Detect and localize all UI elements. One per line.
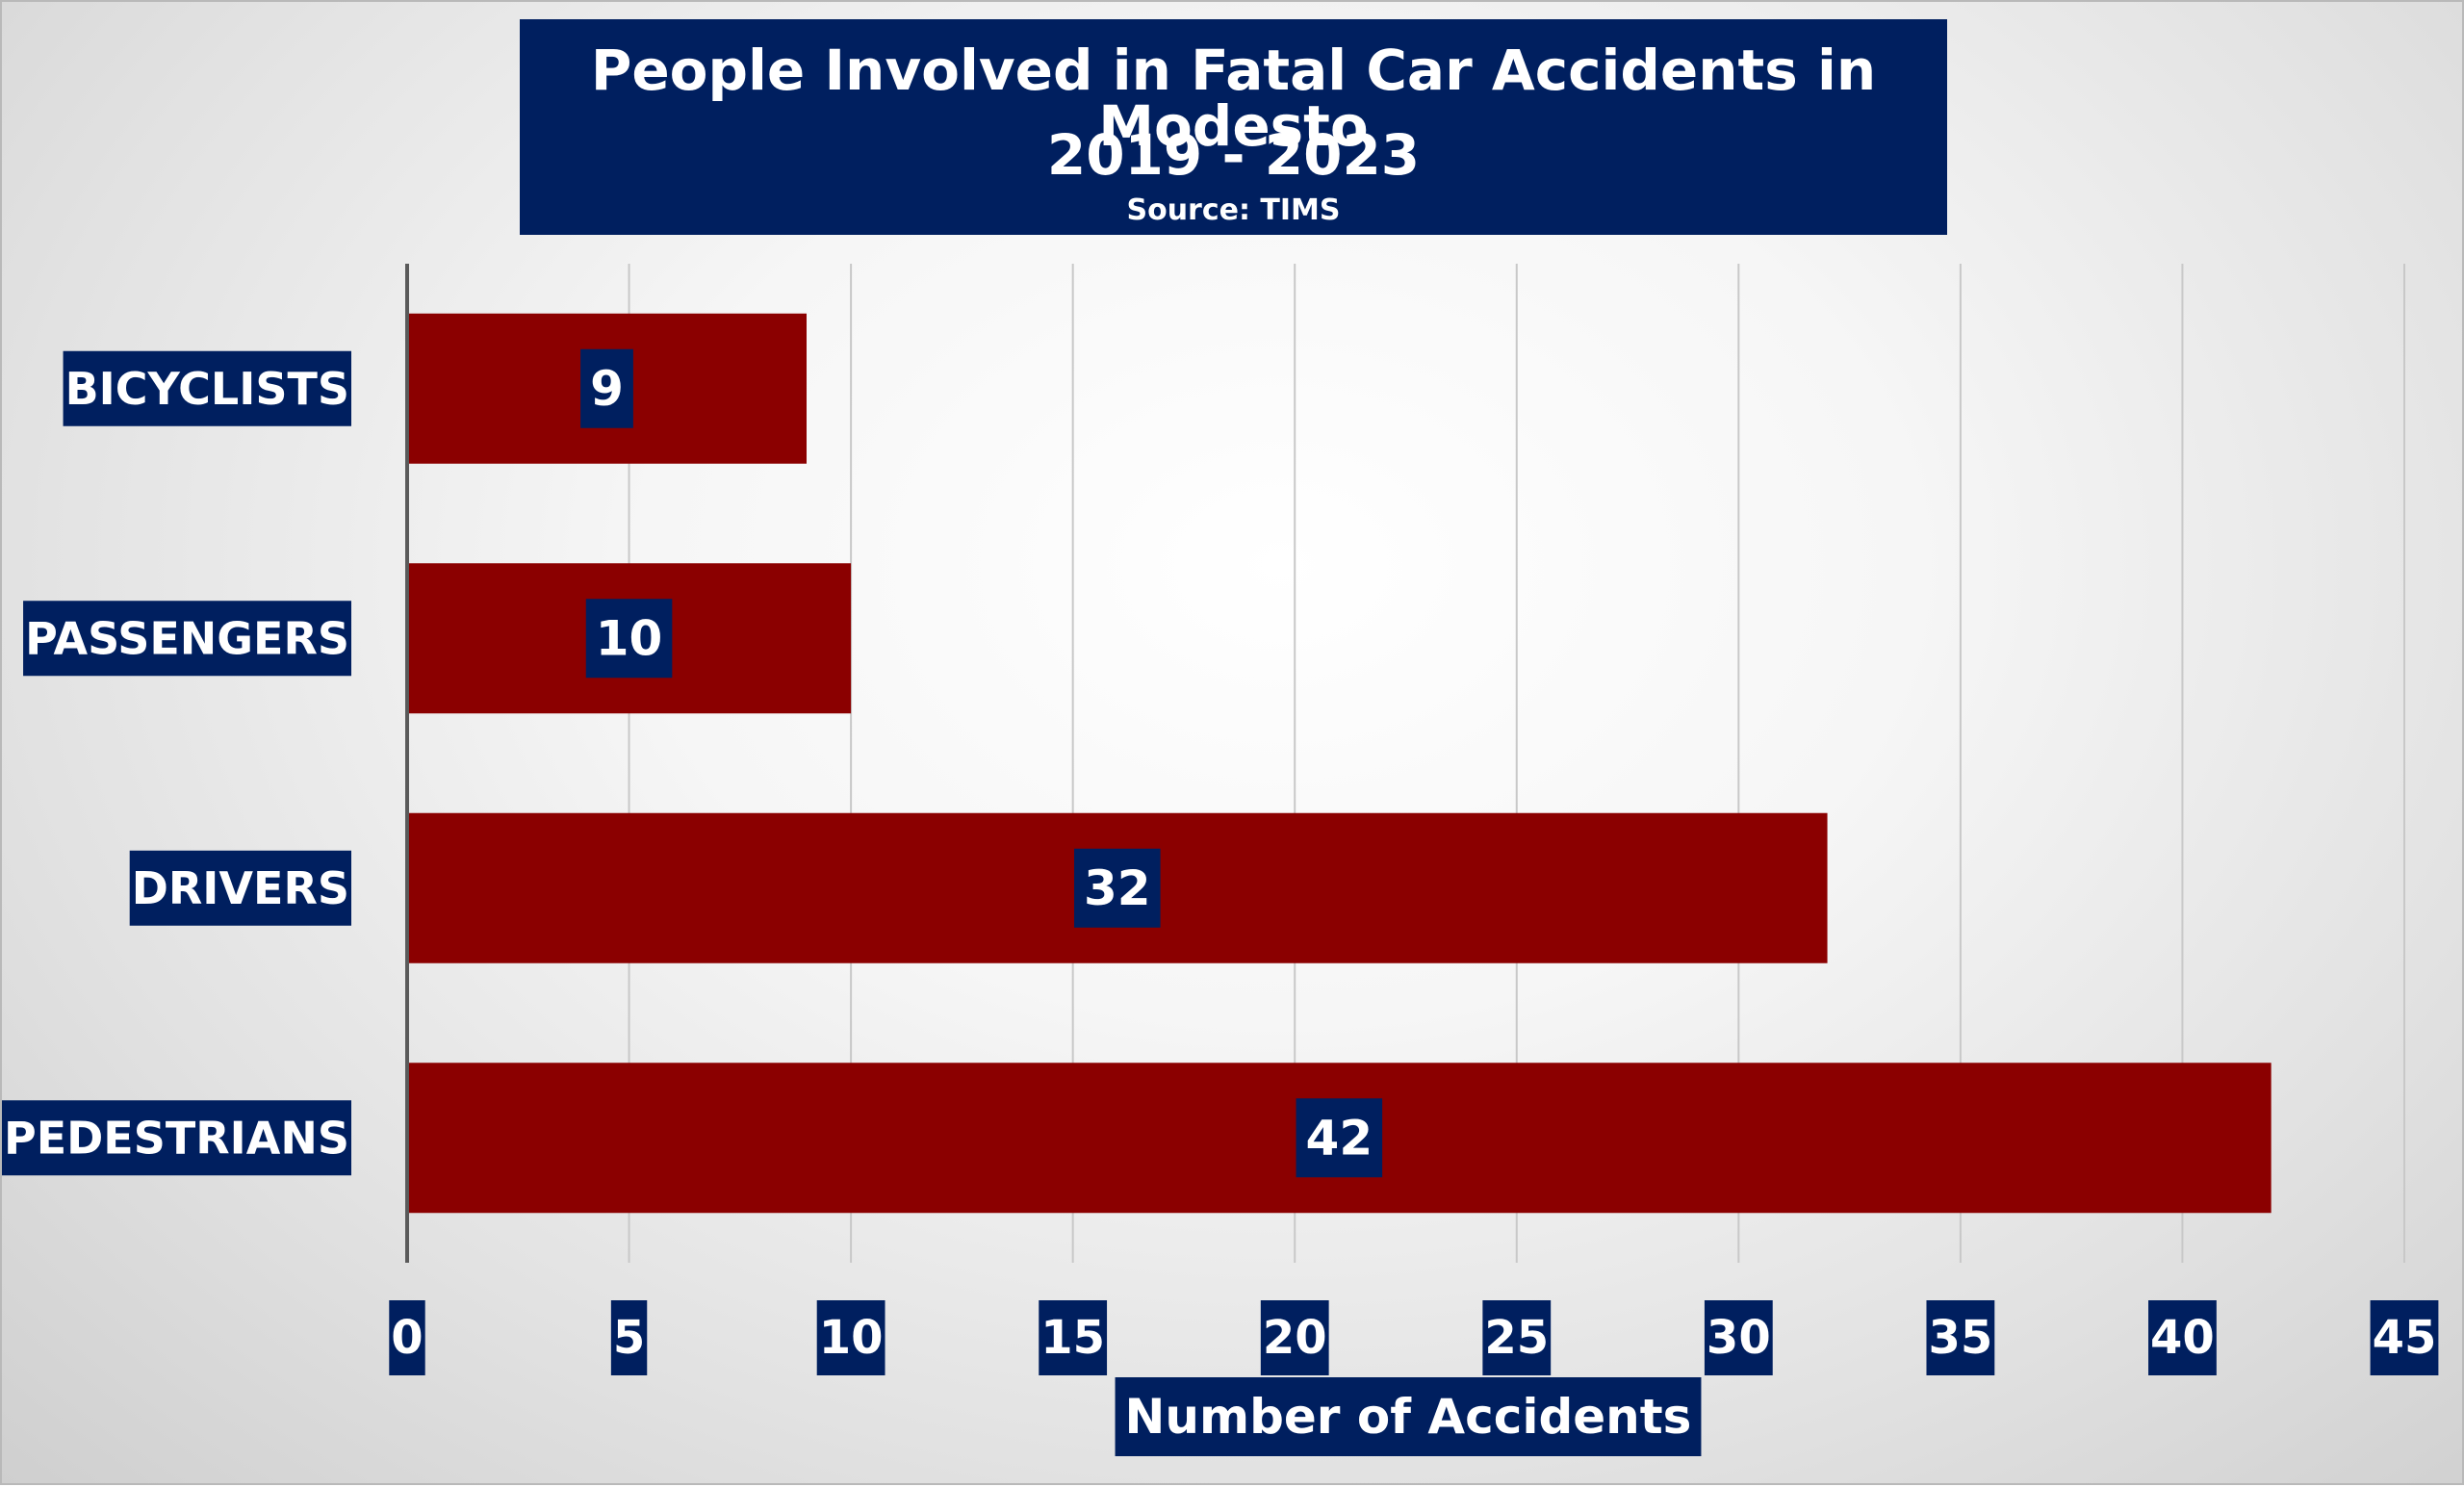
data-label-bicyclists-box [580,348,633,428]
data-label-pedestrians-box [1296,1098,1383,1178]
x-tick-label-0-box [389,1300,425,1375]
x-tick-label-10-box [816,1300,886,1375]
category-label-drivers: DRIVERS [132,862,349,914]
data-label-bicyclists: 9 [590,361,624,417]
x-tick-label-20-box [1260,1300,1329,1375]
category-label-pedestrians-group: PEDESTRIANS [2,1100,351,1176]
x-tick-label-40: 40 [2150,1311,2215,1365]
data-label-passengers-box [585,599,673,679]
x-tick-label-25-box [1482,1300,1552,1375]
x-tick-label-35-box [1926,1300,1995,1375]
category-label-bicyclists-box [63,350,351,426]
x-tick-label-20: 20 [1263,1311,1327,1365]
x-tick-label-45-box [2370,1300,2439,1375]
category-label-drivers-group: DRIVERS [129,850,351,926]
chart-title: People Involved in Fatal Car Accidents i… [590,38,1877,159]
x-axis-title-group: Number of Accidents [1115,1377,1702,1456]
category-label-bicyclists: BICYCLISTS [65,363,349,415]
x-tick-label-15: 15 [1040,1311,1105,1365]
x-tick-label-30: 30 [1707,1311,1771,1365]
x-tick-label-15-group: 15 [1039,1300,1108,1375]
x-tick-label-25-group: 25 [1482,1300,1552,1375]
x-tick-label-20-group: 20 [1260,1300,1329,1375]
x-tick-label-5-box [610,1300,648,1375]
category-label-pedestrians-box [2,1100,351,1176]
x-tick-label-15-box [1039,1300,1108,1375]
data-label-pedestrians: 42 [1306,1110,1373,1166]
x-tick-label-10: 10 [819,1311,884,1365]
category-label-passengers: PASSENGERS [25,612,349,664]
x-axis-title-box [1115,1377,1702,1456]
x-tick-label-10-group: 10 [816,1300,886,1375]
x-tick-label-0-group: 0 [389,1300,425,1375]
x-tick-label-5-group: 5 [610,1300,648,1375]
category-label-passengers-box [23,601,351,677]
x-tick-label-35-group: 35 [1926,1300,1995,1375]
chart-subtitle: 2019 - 2023 [1046,122,1421,188]
x-tick-label-5: 5 [613,1311,645,1365]
x-axis-title: Number of Accidents [1125,1389,1692,1445]
data-label-drivers-box [1073,848,1161,928]
data-label-passengers: 10 [596,610,663,666]
data-label-passengers-group: 10 [585,599,673,679]
category-label-pedestrians: PEDESTRIANS [4,1112,349,1164]
x-tick-label-30-group: 30 [1704,1300,1773,1375]
data-label-drivers-group: 32 [1073,848,1161,928]
chart-title-box: People Involved in Fatal Car Accidents i… [520,19,1947,235]
data-label-drivers: 32 [1084,860,1151,916]
x-tick-label-40-group: 40 [2148,1300,2217,1375]
data-label-bicyclists-group: 9 [580,348,633,428]
x-tick-label-45: 45 [2373,1311,2437,1365]
x-tick-label-40-box [2148,1300,2217,1375]
category-label-bicyclists-group: BICYCLISTS [63,350,351,426]
x-tick-label-45-group: 45 [2370,1300,2439,1375]
x-tick-label-25: 25 [1484,1311,1549,1365]
x-tick-label-0: 0 [391,1311,423,1365]
category-label-drivers-box [129,850,351,926]
chart-source: Source: TIMS [1126,193,1341,227]
category-label-passengers-group: PASSENGERS [23,601,351,677]
x-tick-label-30-box [1704,1300,1773,1375]
x-tick-label-35: 35 [1928,1311,1992,1365]
data-label-pedestrians-group: 42 [1296,1098,1383,1178]
